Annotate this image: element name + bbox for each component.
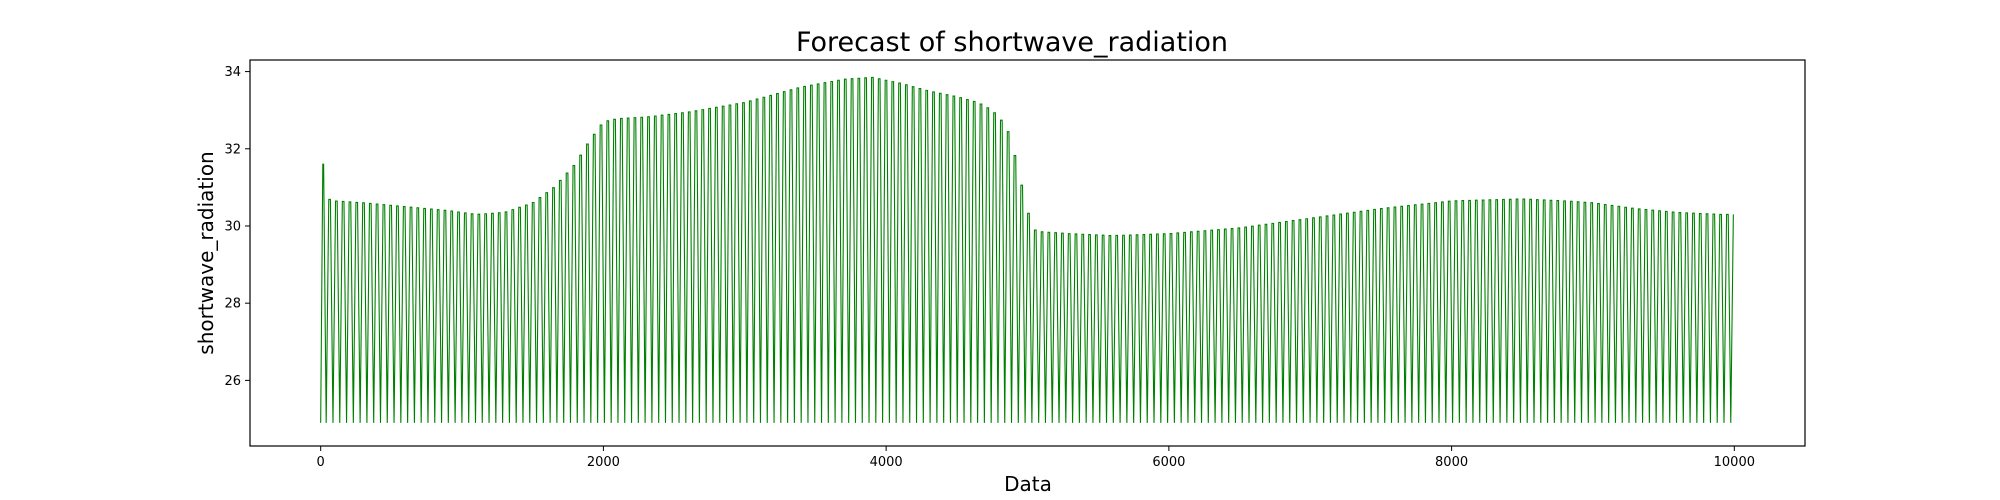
x-tick-label: 0 [317, 455, 325, 470]
series-line-0 [320, 76, 1734, 423]
y-tick-label: 32 [224, 142, 241, 157]
x-tick-label: 10000 [1714, 455, 1755, 470]
y-tick-label: 30 [224, 219, 241, 234]
x-axis: 0 2000 4000 6000 8000 10000 [317, 446, 1755, 470]
x-tick-label: 8000 [1435, 455, 1468, 470]
y-axis: 26 28 30 32 34 [224, 65, 250, 389]
series-layer [320, 76, 1734, 423]
y-tick-label: 34 [224, 65, 241, 80]
chart-title: Forecast of shortwave_radiation [796, 27, 1228, 58]
y-axis-label: shortwave_radiation [194, 151, 218, 354]
x-tick-label: 2000 [587, 455, 620, 470]
y-tick-label: 28 [224, 297, 241, 312]
x-tick-label: 4000 [870, 455, 903, 470]
plot-area [249, 59, 1806, 447]
plot-frame [249, 59, 1806, 447]
x-tick-label: 6000 [1152, 455, 1185, 470]
x-axis-label: Data [1004, 472, 1052, 496]
y-tick-label: 26 [224, 374, 241, 389]
